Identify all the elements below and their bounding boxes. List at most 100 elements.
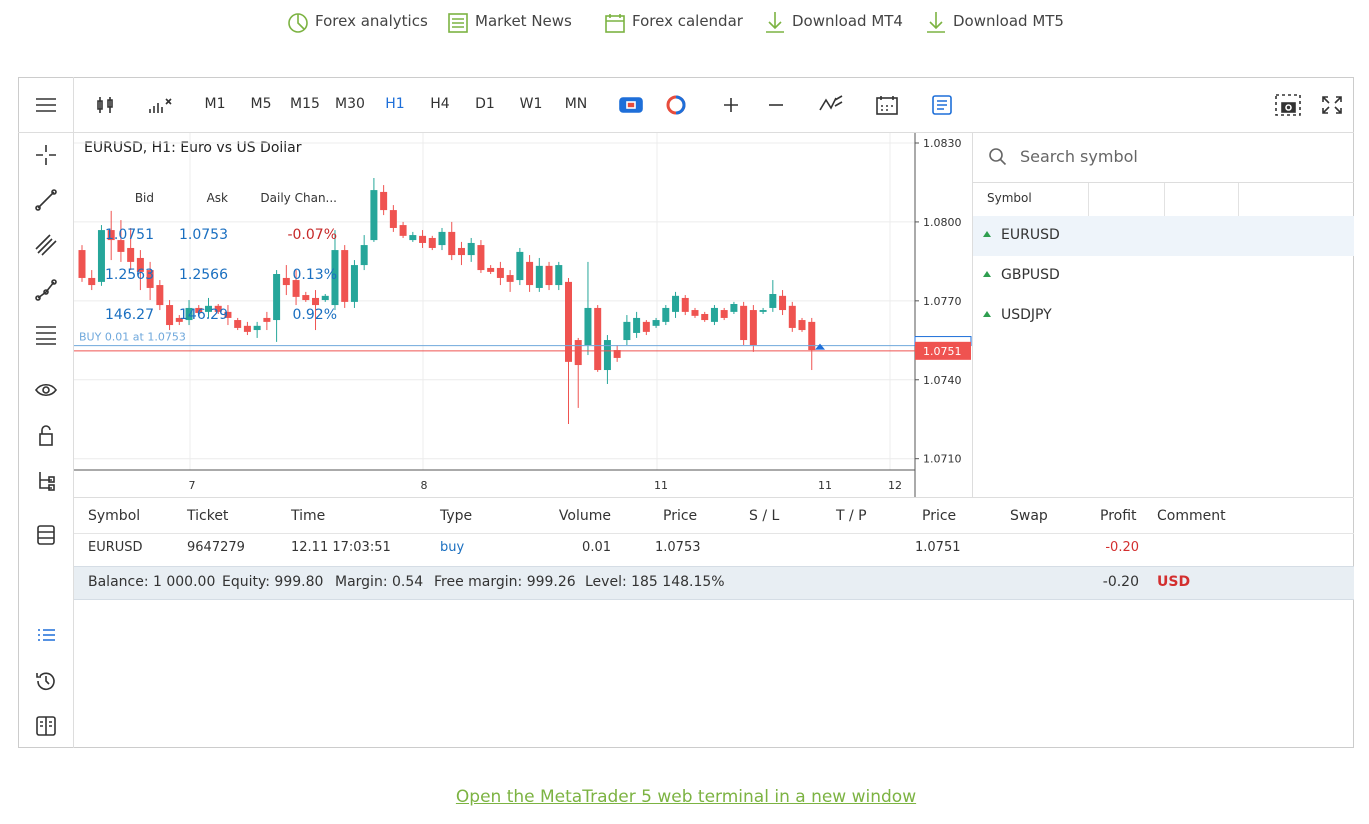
candle-body — [701, 313, 709, 321]
zoom-out-button[interactable] — [765, 94, 787, 116]
timeframe-button[interactable]: MN — [564, 96, 588, 112]
line-tool[interactable] — [34, 188, 58, 212]
candle-body — [350, 265, 358, 302]
candle-body — [234, 320, 242, 328]
autoscroll-button[interactable] — [817, 92, 845, 116]
footer-link[interactable]: Open the MetaTrader 5 web terminal in a … — [455, 787, 917, 807]
symbol[interactable]: USDJPY — [1001, 307, 1052, 323]
zoom-in-button[interactable] — [720, 94, 742, 116]
candle-body — [204, 305, 212, 312]
symbol[interactable]: EURUSD — [1001, 227, 1060, 243]
column-header: Ticket — [187, 508, 229, 524]
trade-tab[interactable] — [34, 624, 58, 648]
timeframe-button[interactable]: W1 — [519, 96, 543, 112]
menu-button[interactable] — [34, 95, 58, 115]
nav-link[interactable]: Forex analytics — [315, 12, 428, 30]
margin: Margin: 0.54 — [335, 574, 424, 590]
change: 0.13% — [292, 267, 337, 283]
divider — [973, 182, 1354, 183]
timeframe-button[interactable]: H4 — [430, 96, 450, 112]
up-arrow — [983, 231, 991, 237]
y-tick-label: 1.0740 — [923, 374, 962, 387]
screenshot-button[interactable] — [1274, 93, 1302, 117]
timeframe-button[interactable]: H1 — [385, 96, 405, 112]
candle-body — [516, 251, 524, 281]
visibility-tool[interactable] — [34, 378, 58, 402]
candle-body — [302, 295, 310, 301]
candle-body — [769, 294, 777, 308]
candle-body — [535, 265, 543, 288]
candle-body — [555, 265, 563, 286]
fibo-tool[interactable] — [34, 323, 58, 347]
candle-body — [788, 305, 796, 328]
nav-link[interactable]: Download MT4 — [792, 12, 903, 30]
candle-body — [263, 317, 271, 322]
col-sep — [1164, 183, 1165, 216]
column-header: Ask — [206, 191, 228, 205]
column-header: Type — [440, 508, 473, 524]
up-arrow — [983, 271, 991, 277]
cell: 0.01 — [582, 540, 611, 555]
column-header: Volume — [558, 508, 611, 524]
lock-tool[interactable] — [34, 424, 58, 448]
candle-body — [691, 310, 699, 316]
column-header: S / L — [749, 508, 780, 524]
trade-button[interactable] — [618, 95, 644, 115]
x-tick-label: 11 — [654, 479, 668, 492]
timeframe-button[interactable]: M1 — [204, 96, 226, 112]
oneclick-button[interactable] — [664, 93, 688, 117]
chart-type-button[interactable] — [94, 93, 118, 117]
balance: Balance: 1 000.00 — [88, 574, 216, 590]
summary-row — [74, 566, 1354, 600]
column-header: Bid — [134, 191, 154, 205]
history-tab[interactable] — [34, 669, 58, 693]
candle-body — [545, 265, 553, 286]
nav-link[interactable]: Forex calendar — [632, 12, 743, 30]
candle-body — [672, 295, 680, 312]
timeframe-button[interactable]: D1 — [475, 96, 495, 112]
pitchfork-tool[interactable] — [34, 278, 58, 302]
search-icon — [989, 148, 1007, 166]
ask: 146.29 — [179, 307, 228, 323]
toolbox-tool[interactable] — [34, 523, 58, 547]
search-input[interactable]: Search symbol — [1020, 147, 1138, 166]
journal-tab[interactable] — [34, 714, 58, 738]
candle-body — [360, 245, 368, 266]
candle-body — [730, 303, 738, 312]
ask: 1.2566 — [179, 267, 228, 283]
column-header: Price — [922, 508, 957, 524]
candle-body — [97, 230, 105, 282]
column-header: Swap — [1010, 508, 1048, 524]
nav-link[interactable]: Market News — [475, 12, 572, 30]
period-button[interactable] — [875, 94, 899, 116]
orders-button[interactable] — [930, 94, 954, 116]
indicators-button[interactable] — [147, 93, 175, 117]
column-header: Profit — [1100, 508, 1137, 524]
channel-tool[interactable] — [34, 233, 58, 257]
cell: 9647279 — [187, 540, 245, 555]
symbol[interactable]: GBPUSD — [1001, 267, 1060, 283]
timeframe-button[interactable]: M15 — [290, 96, 320, 112]
candle-body — [321, 295, 329, 301]
crosshair-tool[interactable] — [34, 143, 58, 167]
candle-body — [565, 281, 572, 362]
bid: 1.2563 — [105, 267, 154, 283]
candle-body — [127, 247, 135, 262]
candle-body — [496, 267, 504, 278]
objects-tool[interactable] — [34, 469, 58, 493]
cell: 12.11 17:03:51 — [291, 540, 391, 555]
x-tick-label: 7 — [189, 479, 196, 492]
order-marker — [815, 343, 825, 350]
cell: EURUSD — [88, 540, 143, 555]
candle-body — [214, 305, 222, 312]
cell: -0.20 — [1105, 540, 1139, 555]
timeframe-button[interactable]: M30 — [335, 96, 365, 112]
timeframe-button[interactable]: M5 — [250, 96, 272, 112]
calendar-icon — [605, 14, 625, 33]
nav-link[interactable]: Download MT5 — [953, 12, 1064, 30]
candle-body — [477, 245, 485, 271]
fullscreen-button[interactable] — [1320, 94, 1344, 116]
x-tick-label: 8 — [421, 479, 428, 492]
candle-body — [78, 250, 86, 278]
